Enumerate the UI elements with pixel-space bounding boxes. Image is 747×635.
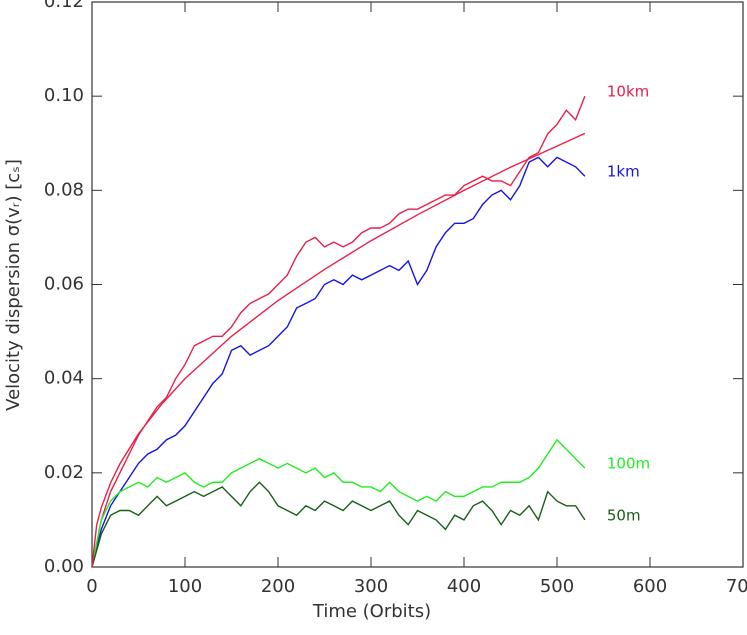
y-tick-label: 0.10: [44, 85, 84, 106]
y-axis-label: Velocity dispersion σ(vᵣ) [cₛ]: [3, 159, 24, 411]
x-tick-label: 0: [86, 576, 97, 597]
y-tick-label: 0.04: [44, 368, 84, 389]
y-tick-label: 0.08: [44, 179, 84, 200]
x-tick-label: 400: [447, 576, 481, 597]
x-tick-label: 300: [354, 576, 388, 597]
x-axis-label: Time (Orbits): [312, 601, 431, 622]
x-tick-label: 200: [261, 576, 295, 597]
series-line: [91, 481, 586, 568]
y-tick-label: 0.00: [44, 556, 84, 577]
x-tick-label: 100: [168, 576, 202, 597]
series-line: [91, 438, 586, 568]
y-tick-label: 0.12: [44, 0, 84, 12]
series-line: [91, 95, 586, 568]
series-line: [91, 156, 586, 568]
series-label: 1km: [607, 163, 640, 181]
series-line: [91, 132, 586, 568]
y-tick-label: 0.02: [44, 462, 84, 483]
x-tick-label: 700: [726, 576, 747, 597]
series-label: 50m: [607, 506, 641, 524]
x-tick-label: 500: [540, 576, 574, 597]
series-label: 10km: [607, 83, 649, 101]
series-label: 100m: [607, 455, 650, 473]
x-tick-label: 600: [633, 576, 667, 597]
y-tick-label: 0.06: [44, 274, 84, 295]
